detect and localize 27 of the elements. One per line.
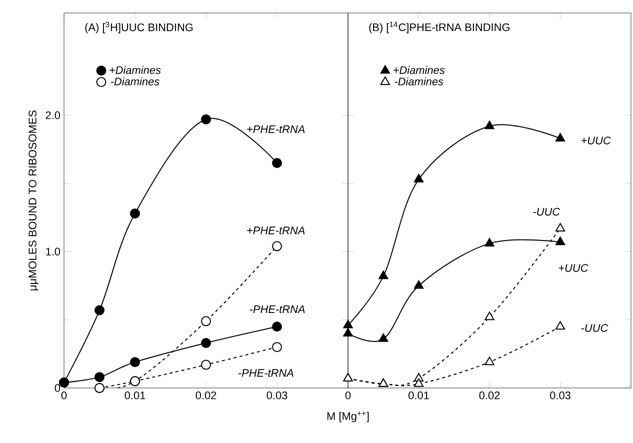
annotation: -UUC [533, 208, 560, 216]
legend-label: -Diamines [110, 77, 160, 86]
annotation: +UUC [581, 136, 611, 144]
x-tick-label: 0 [61, 392, 67, 400]
annotation: -UUC [581, 324, 608, 332]
x-axis-title: M [Mg$^{++}$] [327, 412, 369, 422]
text: (B) [$^{14}$C]PHE-tRNA BINDING [369, 22, 510, 34]
annotation: +UUC [558, 264, 588, 272]
x-tick-label: 0.03 [550, 392, 570, 400]
x-tick-label: 0.02 [196, 392, 216, 400]
y-tick-label: 2.0 [46, 111, 60, 120]
annotation: +PHE-tRNA [247, 226, 305, 234]
x-tick-label: 0.01 [408, 392, 429, 400]
annotation: +PHE-tRNA [247, 125, 305, 134]
x-tick-label: 0.01 [124, 392, 146, 400]
legend-label: +Diamines [394, 66, 445, 74]
annotation: -PHE-tRNA [238, 369, 294, 377]
y-tick-label: 1.0 [46, 248, 60, 256]
annotation: -PHE-tRNA [250, 305, 305, 314]
y-axis-title: μμMOLES BOUND TO RIBOSOMES [28, 110, 38, 290]
x-tick-label: 0.02 [479, 392, 500, 400]
text: (A) [$^{3}$H]UUC BINDING [85, 22, 193, 34]
legend-label: -Diamines [394, 77, 444, 86]
y-tick-label: 0 [54, 384, 60, 392]
x-tick-label: 0.03 [266, 392, 288, 400]
x-tick-label: 0 [345, 392, 351, 400]
legend-label: +Diamines [110, 66, 161, 74]
